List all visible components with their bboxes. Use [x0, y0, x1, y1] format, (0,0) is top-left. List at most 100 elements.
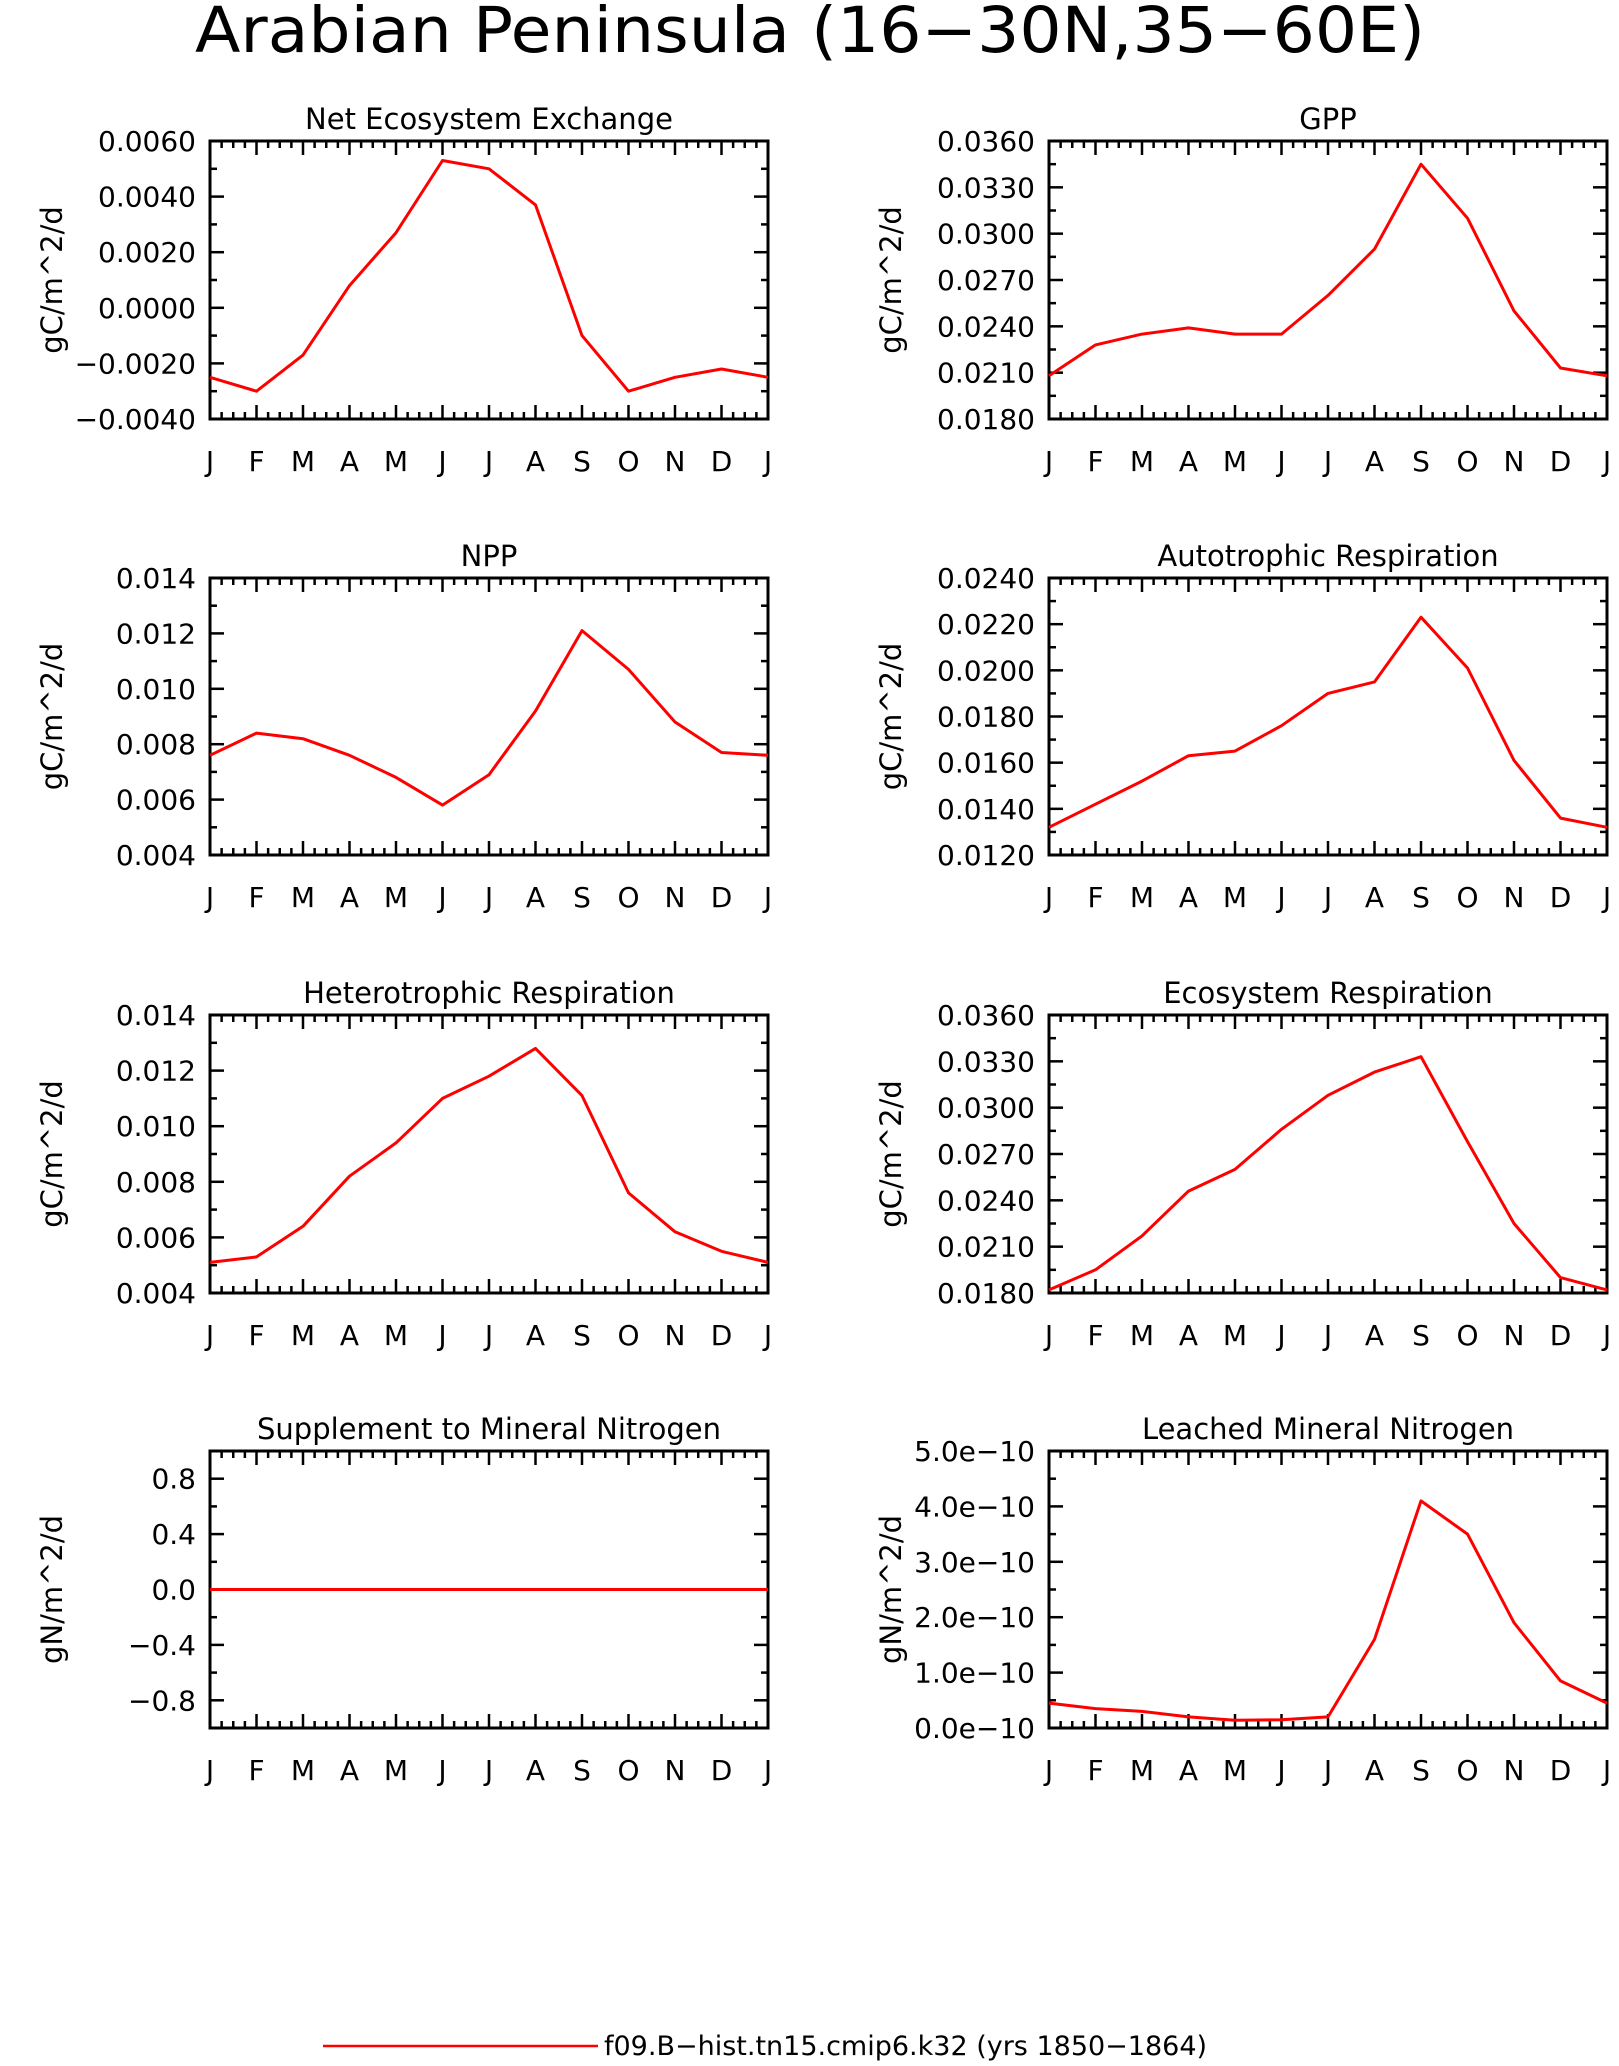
x-tick-label: F — [1087, 881, 1103, 914]
y-tick-label: 0.008 — [116, 1166, 196, 1199]
y-tick-label: 0.0 — [151, 1574, 196, 1607]
x-tick-label: N — [665, 1319, 686, 1352]
x-tick-label: M — [384, 1754, 408, 1787]
y-tick-label: 0.0270 — [937, 264, 1035, 297]
x-tick-label: M — [1223, 881, 1247, 914]
y-tick-label: −0.8 — [128, 1684, 196, 1717]
x-tick-label: N — [1504, 445, 1525, 478]
panel-title: Autotrophic Respiration — [1157, 539, 1498, 573]
x-tick-label: A — [1365, 1319, 1384, 1352]
y-tick-label: 0.0210 — [937, 357, 1035, 390]
x-tick-label: J — [762, 445, 772, 478]
x-tick-label: D — [711, 445, 733, 478]
series-line-1 — [209, 159, 769, 393]
y-axis-label: gN/m^2/d — [874, 1515, 908, 1664]
panel-title: Ecosystem Respiration — [1163, 976, 1493, 1010]
y-tick-label: 0.006 — [116, 784, 196, 817]
legend-label: f09.B−hist.tn15.cmip6.k32 (yrs 1850−1864… — [604, 2031, 1207, 2062]
x-tick-label: J — [1275, 1319, 1285, 1352]
x-tick-label: S — [573, 1319, 591, 1352]
x-tick-label: J — [762, 1319, 772, 1352]
y-tick-label: 0.010 — [116, 673, 196, 706]
x-tick-label: M — [291, 1754, 315, 1787]
y-axis-label: gC/m^2/d — [35, 1080, 69, 1228]
x-tick-label: S — [573, 881, 591, 914]
x-tick-label: F — [248, 1319, 264, 1352]
plot-frame — [1047, 576, 1609, 857]
x-tick-label: J — [1601, 445, 1611, 478]
x-tick-label: J — [436, 881, 446, 914]
series-line-1 — [1048, 162, 1608, 378]
panel-title: GPP — [1299, 102, 1356, 136]
x-tick-label: J — [1322, 1754, 1332, 1787]
x-tick-label: J — [204, 1754, 214, 1787]
x-tick-label: S — [573, 1754, 591, 1787]
y-tick-label: 0.0180 — [937, 403, 1035, 436]
x-tick-label: A — [526, 881, 545, 914]
y-tick-label: 0.0300 — [937, 218, 1035, 251]
x-tick-label: J — [762, 881, 772, 914]
x-tick-label: J — [1601, 1319, 1611, 1352]
y-tick-label: 0.014 — [116, 999, 196, 1032]
y-tick-label: 0.014 — [116, 562, 196, 595]
y-tick-label: −0.0020 — [75, 347, 196, 380]
x-tick-label: J — [483, 881, 493, 914]
x-tick-label: J — [1322, 1319, 1332, 1352]
x-tick-label: F — [1087, 1319, 1103, 1352]
x-tick-label: A — [340, 1319, 359, 1352]
x-tick-label: O — [1456, 445, 1478, 478]
x-tick-label: M — [1130, 445, 1154, 478]
x-tick-label: J — [204, 881, 214, 914]
x-tick-label: N — [665, 1754, 686, 1787]
y-tick-label: 0.0330 — [937, 171, 1035, 204]
y-tick-label: 0.0120 — [937, 839, 1035, 872]
x-tick-label: A — [1179, 881, 1198, 914]
x-tick-label: A — [1365, 445, 1384, 478]
x-tick-label: J — [436, 1319, 446, 1352]
x-tick-label: F — [248, 1754, 264, 1787]
x-tick-label: O — [617, 1754, 639, 1787]
x-tick-label: J — [1043, 1754, 1053, 1787]
series-line-1 — [209, 629, 769, 807]
y-tick-label: 0.0270 — [937, 1138, 1035, 1171]
x-tick-label: A — [526, 1754, 545, 1787]
y-axis-label: gC/m^2/d — [874, 206, 908, 354]
plot-frame — [208, 139, 770, 421]
x-tick-label: J — [1322, 445, 1332, 478]
legend: f09.B−hist.tn15.cmip6.k32 (yrs 1850−1864… — [323, 2031, 1207, 2062]
y-tick-label: 4.0e−10 — [914, 1490, 1035, 1523]
x-tick-label: M — [1130, 1754, 1154, 1787]
x-tick-label: M — [1130, 881, 1154, 914]
x-tick-label: J — [1275, 881, 1285, 914]
x-tick-label: J — [762, 1754, 772, 1787]
x-tick-label: A — [1179, 445, 1198, 478]
y-tick-label: 0.0240 — [937, 310, 1035, 343]
x-tick-label: S — [1412, 1319, 1430, 1352]
y-tick-label: 0.0020 — [98, 236, 196, 269]
x-tick-label: F — [1087, 445, 1103, 478]
x-tick-label: A — [1179, 1319, 1198, 1352]
panel-title: Leached Mineral Nitrogen — [1142, 1412, 1514, 1446]
x-tick-label: J — [1043, 1319, 1053, 1352]
x-tick-label: J — [483, 1754, 493, 1787]
x-tick-label: M — [1223, 1754, 1247, 1787]
y-tick-label: 0.006 — [116, 1221, 196, 1254]
series-line-1 — [1048, 615, 1608, 829]
x-tick-label: N — [665, 445, 686, 478]
x-tick-label: F — [248, 445, 264, 478]
y-tick-label: 0.0220 — [937, 608, 1035, 641]
panel-7: Supplement to Mineral Nitrogen gN/m^2/d J F… — [35, 1412, 772, 1787]
y-tick-label: 0.0180 — [937, 701, 1035, 734]
panel-title: Supplement to Mineral Nitrogen — [257, 1412, 721, 1446]
x-tick-label: A — [526, 1319, 545, 1352]
x-tick-label: M — [384, 881, 408, 914]
x-tick-label: J — [1043, 445, 1053, 478]
x-tick-label: M — [384, 445, 408, 478]
x-tick-label: A — [340, 881, 359, 914]
x-tick-label: N — [1504, 881, 1525, 914]
x-tick-label: N — [1504, 1754, 1525, 1787]
x-tick-label: M — [1223, 1319, 1247, 1352]
